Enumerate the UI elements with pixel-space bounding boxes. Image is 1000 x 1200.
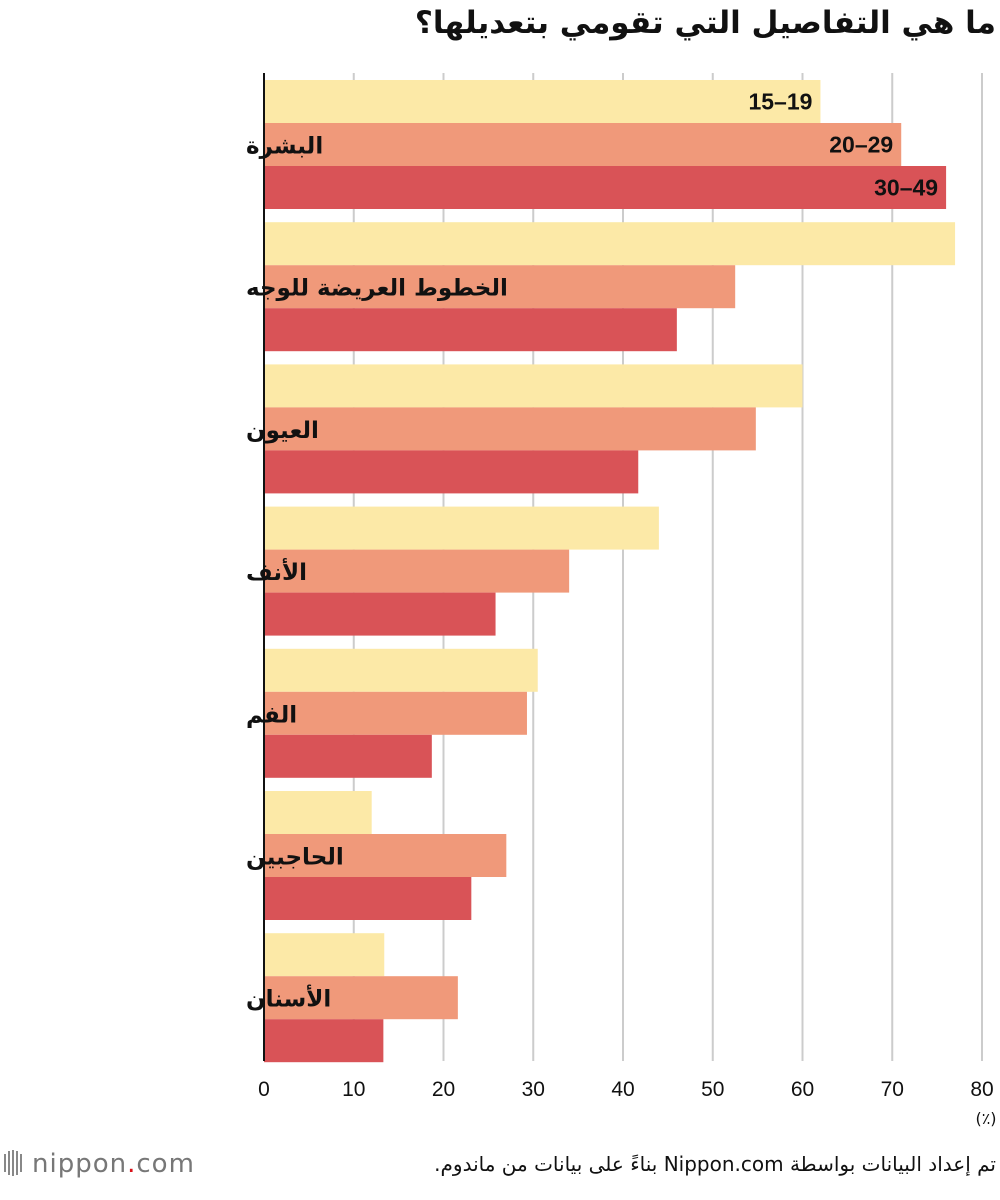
x-tick-label: 60 — [791, 1078, 814, 1101]
bar — [264, 791, 372, 834]
logo-dot: . — [127, 1149, 137, 1179]
x-tick-label: 0 — [258, 1078, 270, 1101]
bar — [264, 308, 677, 352]
bar — [264, 933, 385, 977]
category-label: الأسنان — [246, 984, 331, 1013]
bar — [264, 364, 803, 408]
bar — [264, 407, 756, 451]
nippon-logo[interactable]: nippon.com — [4, 1150, 195, 1178]
x-tick-label: 40 — [611, 1078, 634, 1101]
category-label: الفم — [246, 702, 297, 728]
bar — [264, 222, 956, 266]
bar — [264, 166, 947, 209]
bar — [264, 877, 472, 920]
bar — [264, 265, 736, 309]
bar — [264, 648, 538, 692]
category-label: الأنف — [246, 557, 307, 586]
category-label: العيون — [246, 418, 319, 444]
bar — [264, 549, 570, 593]
source-note: تم إعداد البيانات بواسطة Nippon.com بناء… — [434, 1152, 996, 1176]
bar — [264, 592, 496, 636]
bar — [264, 834, 507, 877]
x-tick-label: 70 — [881, 1078, 904, 1101]
bar — [264, 506, 659, 550]
x-tick-label: 80 — [970, 1078, 993, 1101]
series-label: 15–19 — [748, 89, 812, 115]
bar — [264, 1019, 384, 1063]
x-tick-label: 10 — [342, 1078, 365, 1101]
bar — [264, 80, 821, 123]
series-label: 30–49 — [874, 175, 938, 201]
x-tick-label: 50 — [701, 1078, 724, 1101]
barcode-logo-icon — [4, 1150, 22, 1176]
category-label: الحاجبين — [246, 845, 344, 871]
bars — [264, 80, 956, 1063]
bar — [264, 734, 432, 778]
bar — [264, 976, 458, 1020]
logo-brand: nippon — [32, 1149, 128, 1179]
x-tick-label: 20 — [432, 1078, 455, 1101]
category-label: الخطوط العريضة للوجه — [246, 276, 508, 302]
bar — [264, 123, 902, 166]
bar — [264, 691, 527, 735]
series-label: 20–29 — [829, 132, 893, 158]
labels: 0 10 20 30 40 50 60 70 80 (٪) 15–19 20–29 30–49 البشر… — [246, 89, 997, 1129]
category-label: البشرة — [246, 134, 323, 160]
x-tick-label: 30 — [522, 1078, 545, 1101]
chart-title: ما هي التفاصيل التي تقومي بتعديلها؟ — [414, 5, 996, 41]
logo-suffix: com — [136, 1149, 195, 1179]
bar — [264, 450, 639, 494]
x-unit-label: (٪) — [975, 1109, 996, 1128]
